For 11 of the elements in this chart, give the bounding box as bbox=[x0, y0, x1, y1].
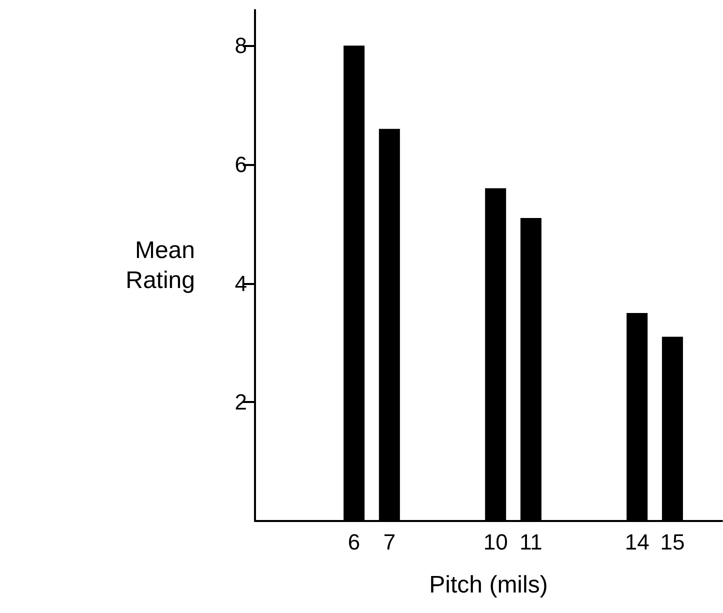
x-tick-label: 15 bbox=[660, 530, 685, 554]
y-tick-label: 8 bbox=[234, 33, 247, 58]
x-tick-label: 6 bbox=[348, 530, 360, 554]
y-tick-label: 2 bbox=[234, 390, 247, 415]
y-tick-label: 4 bbox=[234, 270, 247, 296]
x-tick-label: 14 bbox=[624, 530, 650, 554]
x-tick-label: 7 bbox=[383, 530, 396, 554]
x-axis-title: Pitch (mils) bbox=[429, 572, 548, 598]
x-tick-label: 11 bbox=[520, 530, 542, 554]
x-tick-label: 10 bbox=[483, 530, 508, 554]
y-axis-title: Mean Rating bbox=[126, 237, 195, 294]
